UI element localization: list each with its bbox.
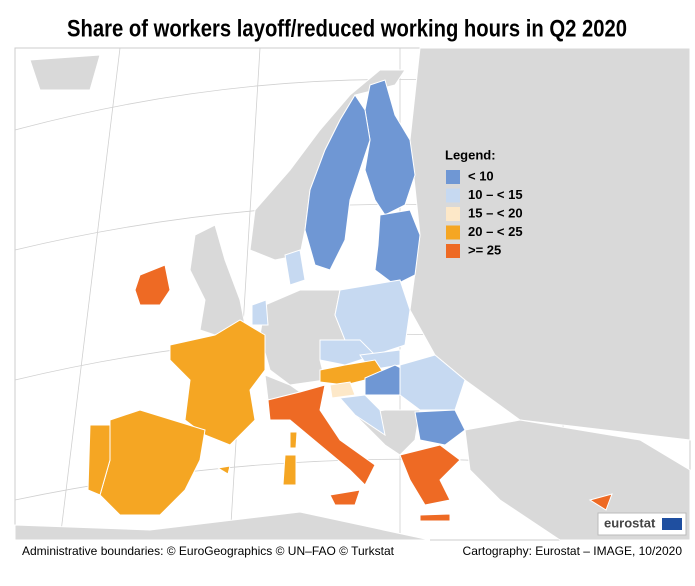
- greece: [399, 444, 461, 506]
- title: Share of workers layoff/reduced working …: [67, 15, 627, 42]
- cyprus: [588, 493, 613, 511]
- legend-label: < 10: [468, 168, 494, 183]
- crete: [419, 513, 451, 522]
- legend-label: >= 25: [468, 242, 501, 257]
- legend-swatch: [446, 207, 460, 221]
- france: [169, 319, 266, 446]
- poland: [334, 279, 411, 356]
- logo: eurostat: [604, 515, 656, 530]
- countries: [87, 79, 613, 522]
- mallorca: [216, 465, 231, 475]
- turkey: [464, 419, 691, 541]
- denmark: [284, 249, 306, 286]
- legend-swatch: [446, 170, 460, 184]
- legend-label: 20 – < 25: [468, 224, 523, 239]
- portugal: [87, 424, 111, 496]
- legend-swatch: [446, 225, 460, 240]
- footer-left: Administrative boundaries: © EuroGeograp…: [22, 544, 395, 558]
- sweden: [304, 94, 371, 271]
- legend-swatch: [446, 188, 460, 203]
- footer-right: Cartography: Eurostat – IMAGE, 10/2020: [463, 544, 683, 558]
- italy: [267, 384, 376, 486]
- corsica: [289, 431, 298, 449]
- north-africa: [14, 511, 431, 541]
- legend-swatch: [446, 244, 460, 258]
- eu-flag: [662, 518, 682, 530]
- netherlands: [251, 299, 269, 326]
- sardinia: [282, 454, 297, 486]
- map: Legend: < 10 10 – < 15 15 – < 20 20 – < 25 >…: [14, 47, 691, 541]
- legend: Legend: < 10 10 – < 15 15 – < 20 20 – < 25 >…: [445, 147, 523, 258]
- iceland: [29, 54, 101, 91]
- sicily: [329, 489, 361, 506]
- legend-label: 10 – < 15: [468, 187, 523, 202]
- legend-label: 15 – < 20: [468, 205, 523, 220]
- croatia: [338, 394, 386, 437]
- legend-title: Legend:: [445, 147, 496, 162]
- bulgaria: [414, 409, 466, 446]
- czechia: [319, 339, 376, 366]
- baltics: [374, 209, 421, 286]
- slovenia: [329, 381, 356, 399]
- ireland: [134, 264, 171, 306]
